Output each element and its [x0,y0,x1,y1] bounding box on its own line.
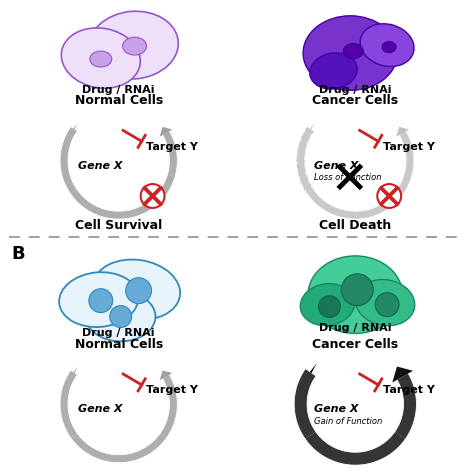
Text: B: B [11,245,25,263]
Text: Cell Survival: Cell Survival [75,219,162,232]
Polygon shape [310,363,317,374]
Ellipse shape [86,292,155,341]
Circle shape [126,278,152,304]
Ellipse shape [343,44,363,59]
Polygon shape [71,433,167,463]
Circle shape [377,184,401,208]
Text: Drug / RNAi: Drug / RNAi [82,328,155,338]
Ellipse shape [310,53,357,89]
Polygon shape [73,367,78,373]
Text: Cancer Cells: Cancer Cells [312,94,398,107]
Circle shape [89,289,113,312]
Polygon shape [73,123,78,129]
Ellipse shape [123,37,146,55]
Polygon shape [160,370,173,380]
Ellipse shape [300,283,355,326]
Ellipse shape [360,24,414,66]
Ellipse shape [356,280,415,326]
Text: Cancer Cells: Cancer Cells [312,338,398,351]
Text: Gene X: Gene X [314,404,359,414]
Polygon shape [160,127,173,137]
Text: Drug / RNAi: Drug / RNAi [82,85,155,95]
Ellipse shape [93,260,180,320]
Ellipse shape [303,16,398,91]
Ellipse shape [59,272,138,327]
Ellipse shape [308,256,402,333]
Text: Target Y: Target Y [383,385,435,395]
Text: Gene X: Gene X [314,161,359,171]
Text: Target Y: Target Y [146,385,198,395]
Text: Loss of Function: Loss of Function [314,173,382,182]
Text: Gene X: Gene X [78,161,122,171]
Polygon shape [397,131,414,194]
Text: Drug / RNAi: Drug / RNAi [319,85,392,95]
Polygon shape [310,123,315,129]
Ellipse shape [89,11,178,79]
Text: Normal Cells: Normal Cells [74,94,163,107]
Text: Cell Death: Cell Death [319,219,392,232]
Polygon shape [392,366,413,383]
Ellipse shape [90,51,112,67]
Text: Gene X: Gene X [78,404,122,414]
Text: Target Y: Target Y [383,142,435,152]
Polygon shape [71,190,167,219]
Polygon shape [307,190,403,219]
Ellipse shape [382,42,396,53]
Polygon shape [60,370,77,438]
Polygon shape [294,369,316,439]
Text: Normal Cells: Normal Cells [74,338,163,351]
Polygon shape [160,374,177,438]
Polygon shape [160,131,177,194]
Polygon shape [396,127,409,137]
Ellipse shape [61,28,140,88]
Polygon shape [305,432,405,465]
Text: Target Y: Target Y [146,142,198,152]
Polygon shape [60,127,77,194]
Text: Drug / RNAi: Drug / RNAi [319,323,392,333]
Circle shape [375,292,399,317]
Text: Gain of Function: Gain of Function [314,417,383,426]
Circle shape [141,184,164,208]
Circle shape [110,306,132,328]
Polygon shape [395,374,417,439]
Circle shape [341,274,373,306]
Circle shape [319,296,340,318]
Polygon shape [297,127,314,194]
